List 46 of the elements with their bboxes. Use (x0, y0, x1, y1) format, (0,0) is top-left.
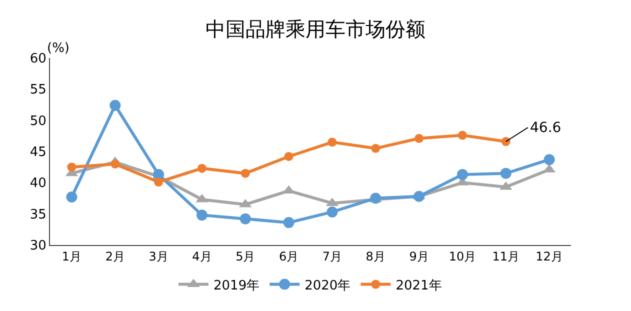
chart-title: 中国品牌乘用车市场份额 (206, 16, 426, 41)
point (196, 210, 208, 221)
point (110, 159, 120, 168)
point (414, 190, 425, 202)
point (240, 213, 251, 224)
y-tick-label: 50 (30, 114, 46, 129)
y-tick-label: 30 (30, 238, 46, 254)
point (154, 178, 164, 187)
x-tick-label: 2月 (105, 249, 125, 264)
x-tick-label: 9月 (409, 249, 429, 264)
point (67, 162, 76, 172)
point (283, 217, 294, 228)
point (414, 134, 424, 143)
x-tick-label: 1月 (62, 249, 82, 264)
y-tick-label: 55 (30, 82, 46, 98)
x-tick-label: 7月 (322, 249, 342, 264)
legend-label: 2019年 (214, 278, 260, 294)
legend-label: 2021年 (396, 278, 442, 294)
y-tick-label: 40 (30, 176, 46, 192)
x-tick-label: 10月 (448, 249, 476, 264)
annotation: 46.6 (530, 120, 562, 136)
point (240, 168, 250, 178)
y-tick-label: 35 (30, 207, 46, 222)
x-tick-label: 3月 (148, 249, 168, 264)
point (544, 154, 555, 166)
point (458, 130, 467, 140)
x-tick-label: 11月 (492, 249, 520, 264)
point (284, 152, 294, 161)
point (500, 168, 512, 179)
point (66, 192, 78, 202)
y-tick-label: 45 (30, 145, 46, 160)
point (456, 169, 468, 180)
x-tick-label: 12月 (536, 249, 563, 264)
y-tick-label: 60 (30, 52, 46, 67)
x-tick-label: 5月 (236, 249, 256, 264)
point (110, 100, 121, 111)
legend-label: 2020年 (304, 278, 351, 294)
y-axis-title: (%) (47, 41, 70, 56)
point (197, 164, 206, 173)
point (326, 206, 338, 218)
point (328, 138, 337, 147)
point (501, 137, 510, 146)
x-tick-label: 4月 (192, 249, 212, 264)
x-tick-label: 8月 (366, 249, 386, 264)
x-tick-label: 6月 (278, 249, 299, 264)
point (371, 144, 380, 153)
